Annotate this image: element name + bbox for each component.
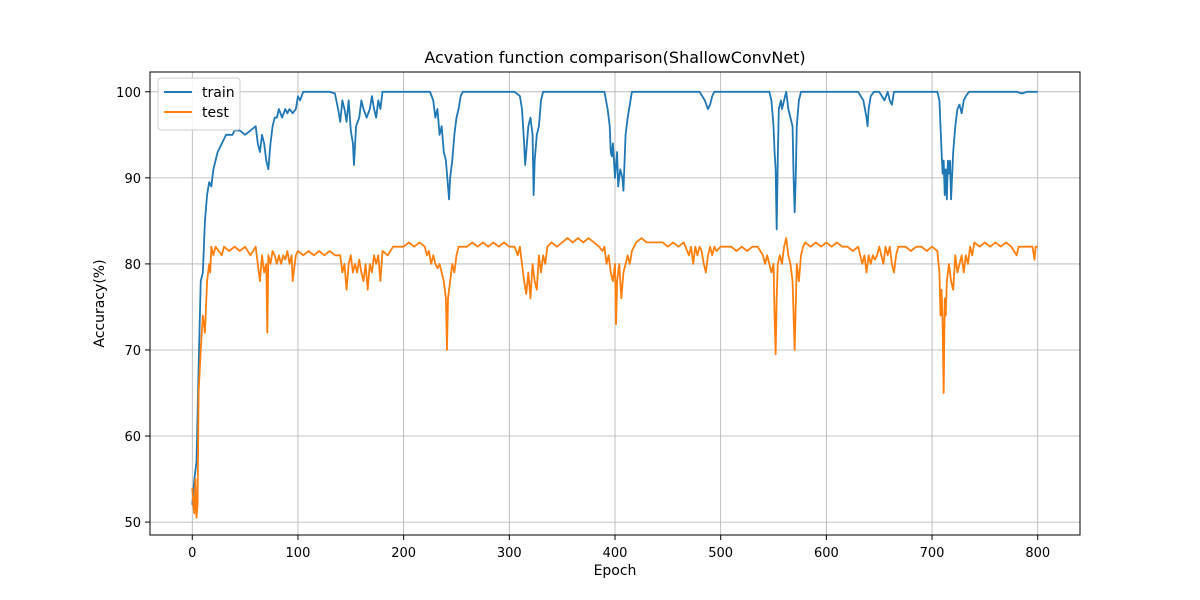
y-tick-label: 70 — [124, 344, 141, 359]
x-axis-label: Epoch — [594, 563, 637, 579]
x-tick-label: 300 — [497, 546, 522, 561]
y-tick-label: 100 — [116, 86, 141, 101]
chart-title: Acvation function comparison(ShallowConv… — [424, 48, 805, 67]
y-tick-label: 80 — [124, 258, 141, 273]
series-lines — [191, 90, 1038, 519]
y-tick-label: 90 — [124, 172, 141, 187]
series-line-test — [191, 237, 1038, 519]
y-tick-label: 50 — [124, 516, 141, 531]
x-tick-label: 500 — [708, 546, 733, 561]
y-axis-label: Accuracy(%) — [92, 259, 108, 347]
x-tick-label: 600 — [814, 546, 839, 561]
x-tick-label: 700 — [920, 546, 945, 561]
y-tick-label: 60 — [124, 430, 141, 445]
axis-ticks: 0 100 200 300 400 500 600 700 800 50 60 70 80 90 100 — [116, 86, 1050, 561]
x-tick-label: 800 — [1025, 546, 1050, 561]
x-tick-label: 200 — [391, 546, 416, 561]
legend-label-test: test — [202, 105, 229, 121]
x-tick-label: 400 — [603, 546, 628, 561]
x-tick-label: 100 — [286, 546, 311, 561]
series-line-train — [191, 90, 1038, 505]
legend: train test — [157, 77, 241, 131]
legend-label-train: train — [202, 85, 235, 101]
x-tick-label: 0 — [188, 546, 196, 561]
